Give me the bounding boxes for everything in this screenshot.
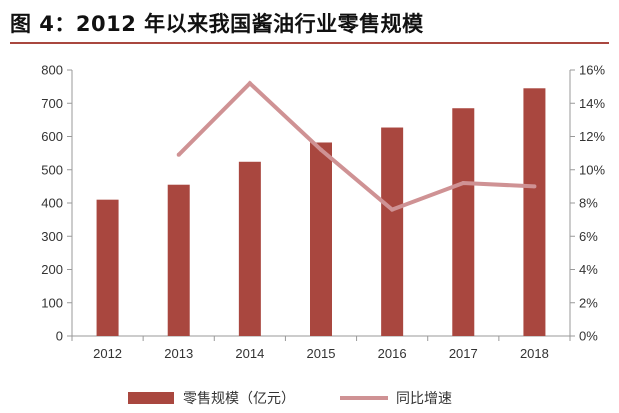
- left-axis: 0 100 200 300 400 500 600 700 800: [41, 63, 73, 344]
- bar-2018: [523, 88, 546, 336]
- legend-label-line: 同比增速: [396, 390, 452, 406]
- bar-2012: [96, 199, 119, 336]
- growth-point-2016: [390, 207, 395, 212]
- right-tick-label: 10%: [579, 162, 605, 177]
- right-tick-label: 6%: [579, 229, 598, 244]
- legend-swatch-bar: [128, 392, 174, 404]
- right-tick-label: 12%: [579, 129, 605, 144]
- legend-label-bar: 零售规模（亿元）: [183, 390, 295, 406]
- figure-title: 图 4：2012 年以来我国酱油行业零售规模: [10, 12, 424, 36]
- left-tick-label: 100: [41, 295, 63, 310]
- right-tick-label: 14%: [579, 96, 605, 111]
- growth-point-2017: [461, 181, 466, 186]
- title-rule: [10, 42, 609, 44]
- right-tick-label: 16%: [579, 63, 605, 78]
- growth-point-2013: [176, 152, 181, 157]
- x-tick-label: 2015: [307, 346, 336, 361]
- bar-2017: [452, 108, 475, 336]
- growth-point-2015: [319, 147, 323, 152]
- line-series: [176, 80, 537, 212]
- left-tick-label: 0: [56, 329, 63, 344]
- left-tick-label: 500: [41, 162, 63, 177]
- left-tick-label: 200: [41, 262, 63, 277]
- bar-2013: [167, 184, 190, 336]
- growth-point-2014: [247, 81, 252, 86]
- right-axis: 0% 2% 4% 6% 8% 10% 12% 14% 16%: [569, 63, 605, 344]
- bar-2016: [381, 127, 404, 337]
- left-tick-label: 300: [41, 229, 63, 244]
- right-tick-label: 4%: [579, 262, 598, 277]
- bar-2014: [238, 161, 261, 336]
- left-tick-label: 600: [41, 129, 63, 144]
- x-tick-label: 2018: [520, 346, 549, 361]
- growth-line: [177, 80, 535, 212]
- right-tick-label: 8%: [579, 196, 598, 211]
- bar-series: [96, 88, 546, 337]
- legend: 零售规模（亿元） 同比增速: [128, 390, 452, 406]
- right-tick-label: 0%: [579, 329, 598, 344]
- x-tick-label: 2016: [378, 346, 407, 361]
- left-tick-label: 700: [41, 96, 63, 111]
- x-tick-label: 2013: [164, 346, 193, 361]
- x-tick-label: 2012: [93, 346, 122, 361]
- x-tick-label: 2014: [235, 346, 264, 361]
- bar-2015: [310, 142, 332, 336]
- growth-point-2018: [532, 184, 537, 189]
- left-tick-label: 400: [41, 196, 63, 211]
- left-tick-label: 800: [41, 63, 63, 78]
- x-axis: 2012 2013 2014 2015 2016 2017 2018: [71, 335, 571, 361]
- right-tick-label: 2%: [579, 295, 598, 310]
- x-tick-label: 2017: [449, 346, 478, 361]
